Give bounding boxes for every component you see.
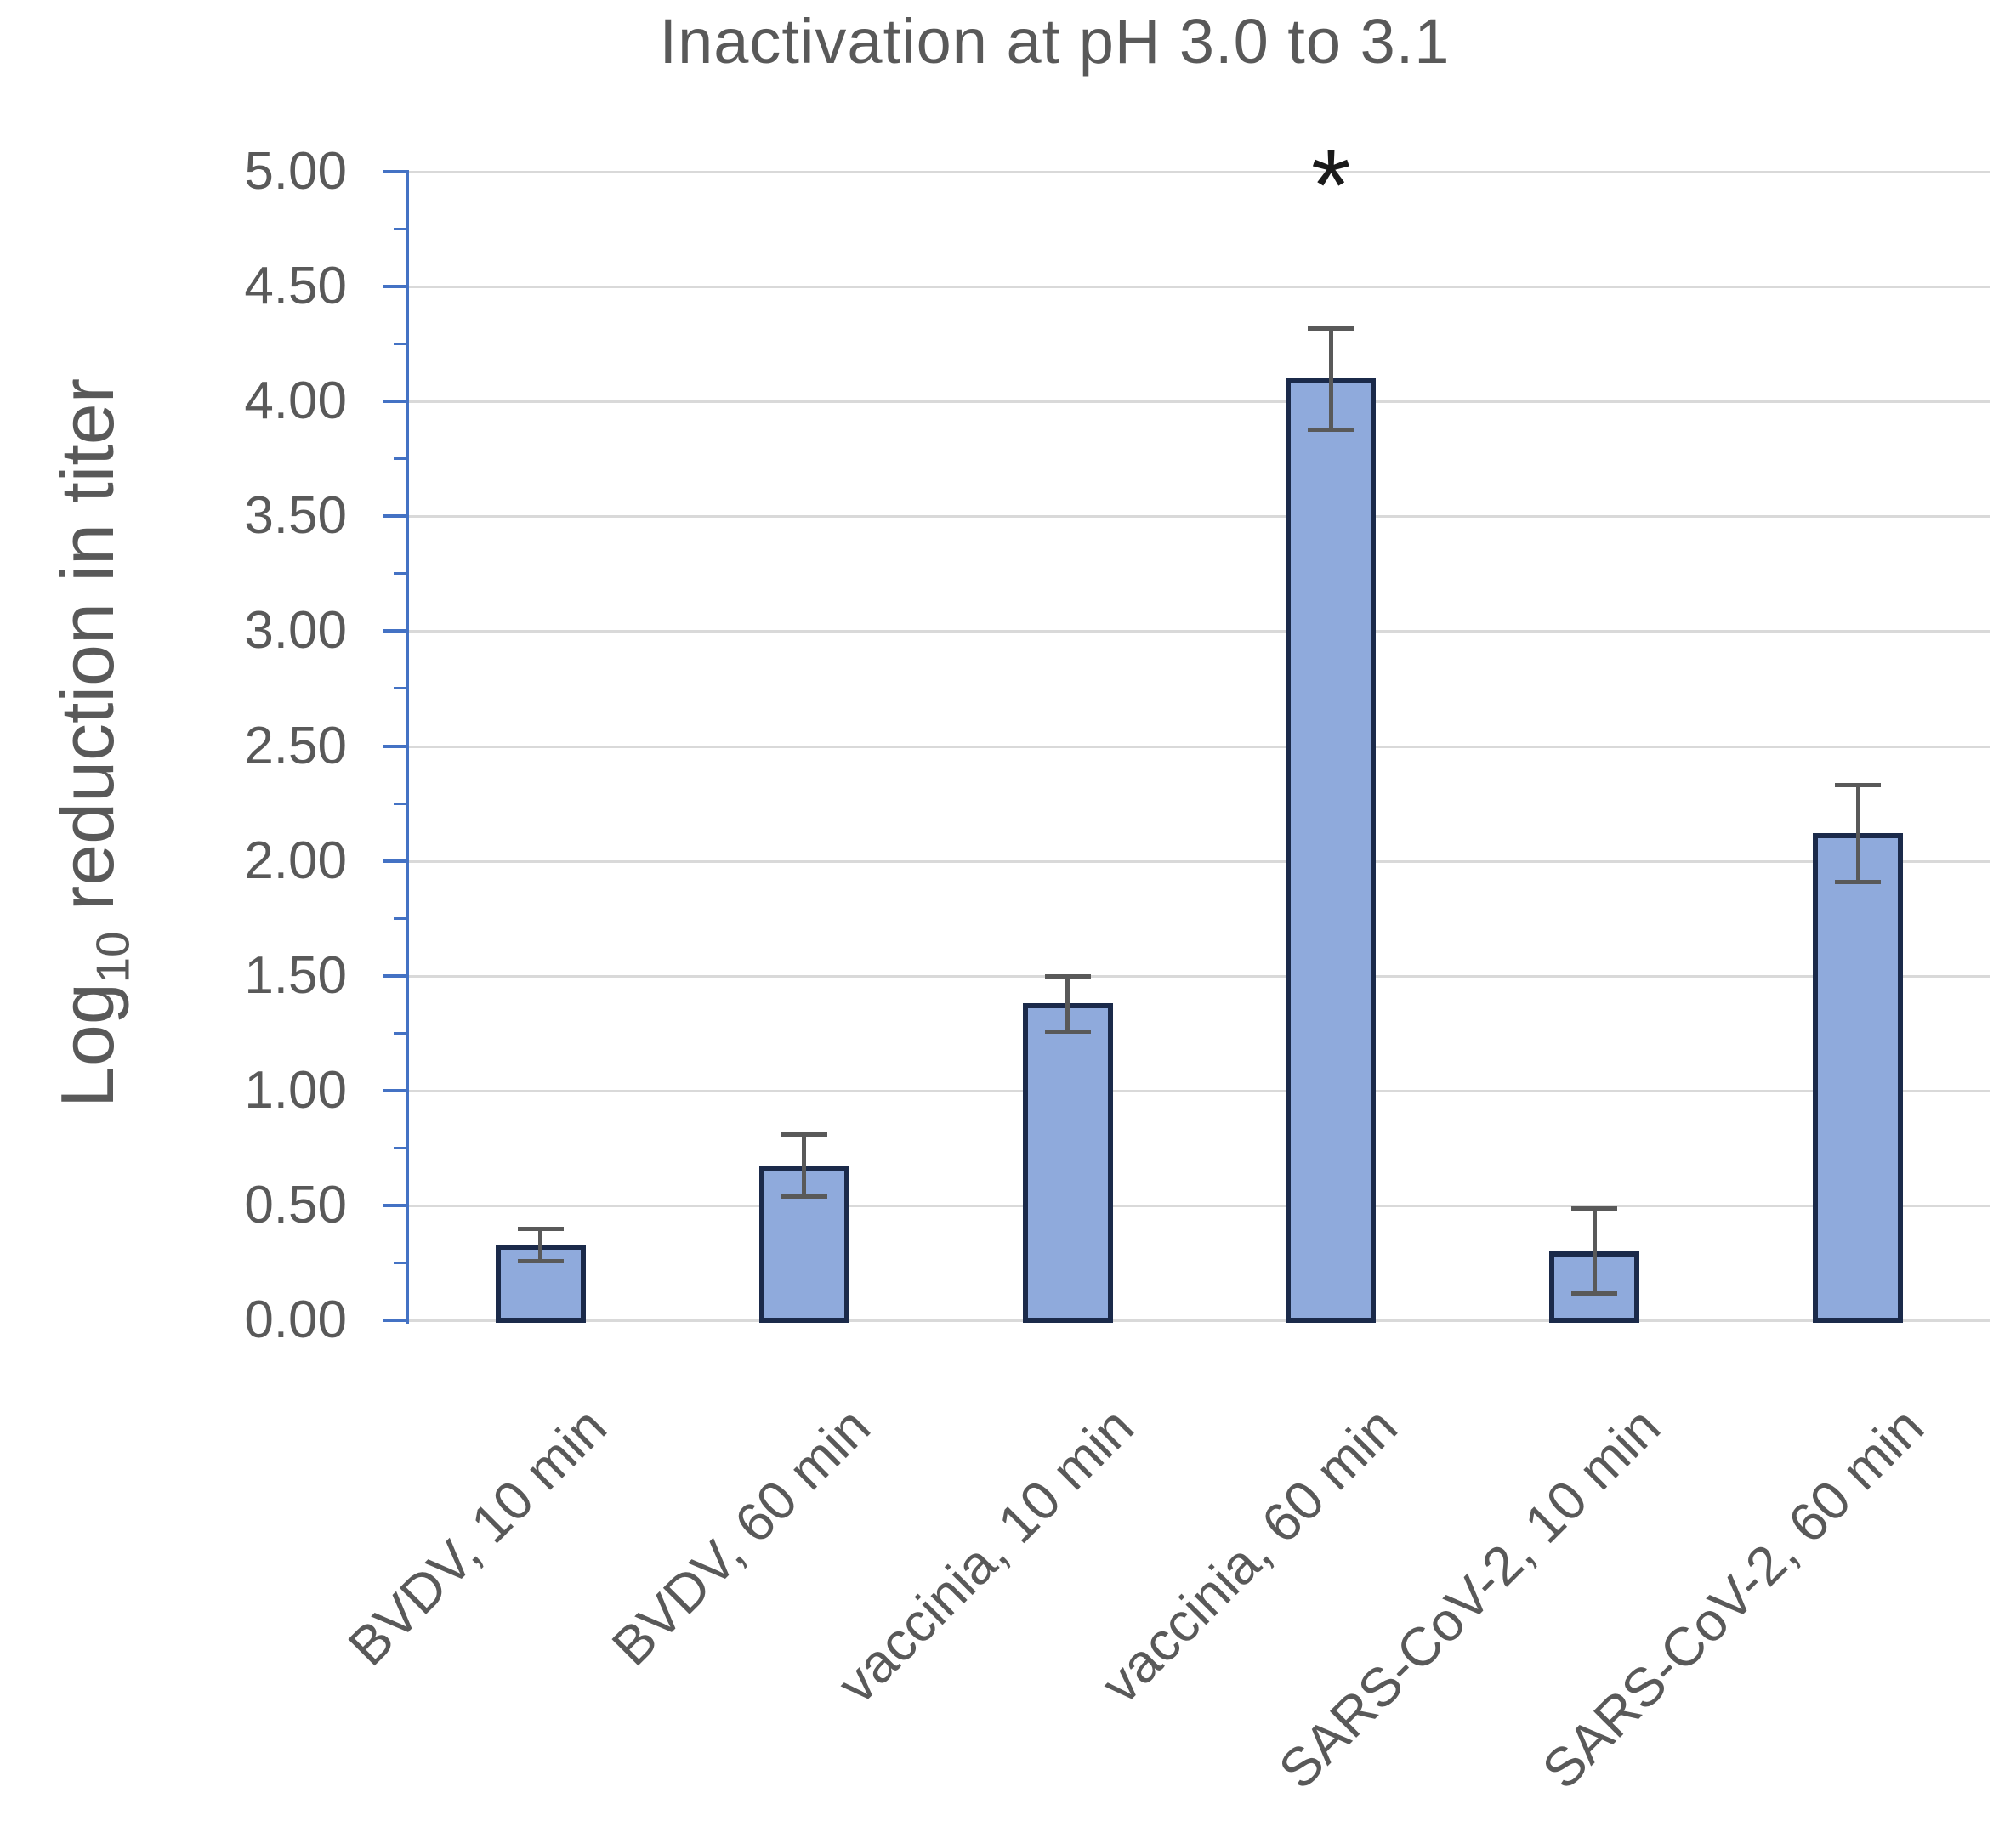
y-major-tick [383, 1203, 409, 1207]
bar [1813, 833, 1904, 1323]
y-minor-tick [394, 228, 409, 231]
y-gridline [409, 1089, 1990, 1092]
y-gridline [409, 974, 1990, 978]
y-major-tick [383, 1319, 409, 1322]
y-tick-label: 4.50 [244, 257, 347, 316]
significance-asterisk: * [1311, 128, 1351, 242]
y-gridline [409, 630, 1990, 633]
error-bar-cap-bottom [517, 1258, 564, 1263]
error-bar-line [1592, 1207, 1597, 1293]
y-tick-label: 0.50 [244, 1175, 347, 1234]
y-minor-tick [394, 457, 409, 461]
y-gridline [409, 859, 1990, 863]
y-minor-tick [394, 1031, 409, 1035]
x-category-label: BVDV, 10 min [336, 1395, 618, 1677]
y-tick-label: 2.50 [244, 716, 347, 775]
y-axis-line [406, 172, 409, 1324]
error-bar-line [1855, 785, 1860, 882]
bar [1286, 378, 1377, 1323]
y-gridline [409, 400, 1990, 404]
y-gridline [409, 1204, 1990, 1207]
y-major-tick [383, 285, 409, 289]
chart-title: Inactivation at pH 3.0 to 3.1 [659, 6, 1451, 77]
error-bar-cap-top [781, 1132, 827, 1137]
y-major-tick [383, 859, 409, 863]
y-tick-label: 3.50 [244, 486, 347, 546]
y-gridline [409, 745, 1990, 748]
y-tick-label: 4.00 [244, 372, 347, 431]
error-bar-cap-bottom [1835, 879, 1882, 884]
y-minor-tick [394, 687, 409, 690]
y-gridline [409, 515, 1990, 519]
error-bar-cap-top [1835, 783, 1882, 788]
y-gridline [409, 171, 1990, 173]
y-major-tick [383, 973, 409, 978]
y-major-tick [383, 1088, 409, 1092]
y-gridline [409, 1319, 1990, 1322]
y-minor-tick [394, 1146, 409, 1149]
x-category-label: BVDV, 60 min [599, 1395, 882, 1677]
error-bar-cap-bottom [781, 1194, 827, 1200]
y-major-tick [383, 744, 409, 748]
error-bar-line [1328, 327, 1333, 429]
y-major-tick [383, 514, 409, 519]
y-major-tick [383, 629, 409, 633]
y-minor-tick [394, 572, 409, 576]
error-bar-cap-bottom [1044, 1029, 1091, 1034]
y-tick-label: 1.50 [244, 945, 347, 1005]
error-bar-line [802, 1134, 807, 1197]
error-bar-cap-top [1044, 973, 1091, 979]
y-tick-label: 0.00 [244, 1291, 347, 1349]
error-bar-cap-top [517, 1226, 564, 1231]
error-bar-cap-bottom [1308, 427, 1354, 432]
bar [1022, 1003, 1113, 1323]
y-tick-label: 5.00 [244, 142, 347, 201]
y-tick-label: 1.00 [244, 1060, 347, 1120]
y-minor-tick [394, 1261, 409, 1264]
y-major-tick [383, 400, 409, 404]
y-tick-label: 3.00 [244, 601, 347, 661]
error-bar-cap-top [1308, 326, 1354, 331]
error-bar-cap-top [1571, 1205, 1618, 1211]
y-gridline [409, 286, 1990, 289]
y-minor-tick [394, 343, 409, 346]
y-tick-label: 2.00 [244, 831, 347, 890]
y-minor-tick [394, 802, 409, 805]
error-bar-cap-bottom [1571, 1291, 1618, 1296]
error-bar-line [538, 1228, 543, 1261]
error-bar-line [1065, 975, 1070, 1031]
y-major-tick [383, 170, 409, 173]
y-minor-tick [394, 916, 409, 920]
